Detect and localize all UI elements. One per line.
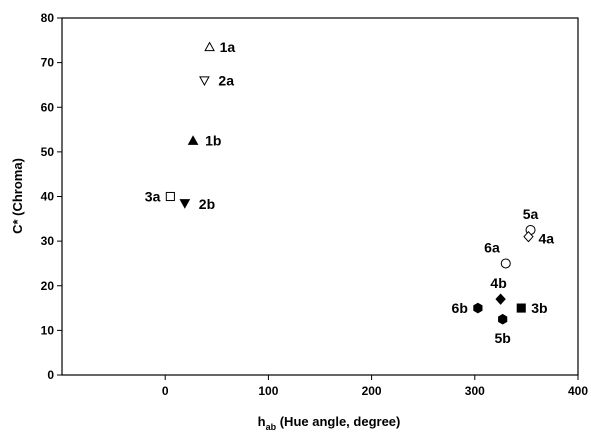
y-axis-title: C* (Chroma)	[10, 158, 25, 234]
point-label-5a: 5a	[523, 206, 539, 222]
data-point-5b	[498, 313, 508, 325]
x-tick-label: 300	[465, 384, 485, 398]
point-label-6b: 6b	[452, 300, 468, 316]
x-axis-title: hab (Hue angle, degree)	[258, 414, 401, 432]
point-label-1a: 1a	[220, 39, 236, 55]
y-tick-label: 50	[41, 145, 55, 159]
data-point-6a	[500, 258, 511, 269]
x-tick-label: 100	[258, 384, 278, 398]
y-tick-label: 0	[47, 368, 54, 382]
x-tick-label: 200	[362, 384, 382, 398]
y-tick-label: 30	[41, 234, 55, 248]
y-tick-label: 60	[41, 100, 55, 114]
point-label-1b: 1b	[205, 133, 221, 149]
y-tick-label: 40	[41, 190, 55, 204]
point-label-3b: 3b	[531, 300, 547, 316]
point-label-2b: 2b	[199, 196, 215, 212]
y-tick-label: 70	[41, 56, 55, 70]
data-points	[165, 41, 536, 325]
data-point-2a	[199, 76, 210, 87]
point-label-4b: 4b	[490, 275, 506, 291]
data-point-4b	[495, 293, 506, 305]
x-tick-label: 0	[162, 384, 169, 398]
y-axis-ticks: 0 10 20 30 40 50 60 70 80	[41, 11, 62, 382]
data-point-1a	[204, 41, 215, 52]
y-tick-label: 10	[41, 323, 55, 337]
point-label-3a: 3a	[145, 189, 161, 205]
point-label-5b: 5b	[494, 330, 510, 346]
point-label-2a: 2a	[218, 72, 234, 88]
y-tick-label: 20	[41, 279, 55, 293]
data-point-6b	[473, 302, 483, 314]
data-point-1b	[187, 135, 199, 145]
y-tick-label: 80	[41, 11, 55, 25]
data-point-3a	[165, 191, 175, 202]
point-label-6a: 6a	[484, 239, 500, 255]
x-tick-label: 400	[568, 384, 588, 398]
data-point-3b	[516, 303, 526, 313]
point-labels: 1a 2a 1b 3a 2b 5a 4a 6a 4b 6b 3b 5b	[145, 39, 554, 346]
data-point-4a	[523, 230, 534, 243]
data-point-2b	[179, 199, 191, 209]
point-label-4a: 4a	[538, 231, 554, 247]
x-axis-ticks: 0 100 200 300 400	[162, 375, 588, 398]
